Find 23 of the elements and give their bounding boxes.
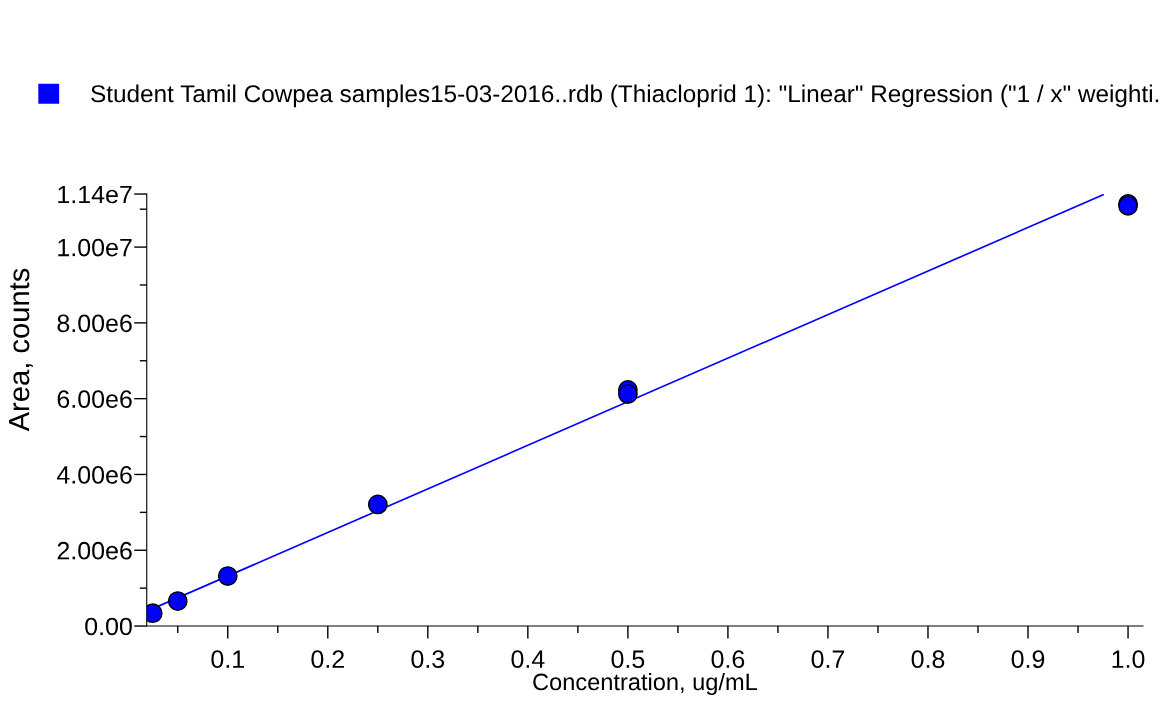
y-tick-label: 1.14e7 bbox=[58, 185, 132, 204]
x-tick-label: 0.5 bbox=[611, 650, 645, 669]
y-tick-label: 1.00e7 bbox=[58, 238, 132, 257]
point bbox=[167, 591, 188, 611]
x-tick-label: 0.3 bbox=[411, 650, 445, 669]
y-tick-label: 6.00e6 bbox=[57, 390, 132, 408]
x-tick-label: 0.9 bbox=[1011, 650, 1045, 669]
x-axis-title: Concentration, ug/mL bbox=[533, 672, 757, 695]
point bbox=[367, 494, 388, 515]
x-tick-label: 0.7 bbox=[811, 650, 845, 669]
x-tick-label: 0.8 bbox=[911, 650, 945, 669]
x-tick-label: 0.4 bbox=[511, 650, 545, 669]
x-tick-label: 1.0 bbox=[1112, 650, 1145, 669]
y-axis-title: Area, counts bbox=[9, 268, 33, 432]
y-tick-label: 8.00e6 bbox=[57, 314, 132, 333]
y-tick-label: 0.00 bbox=[85, 617, 132, 636]
y-tick-label: 2.00e6 bbox=[57, 541, 132, 560]
x-tick-label: 0.1 bbox=[211, 650, 244, 669]
point bbox=[217, 566, 238, 586]
x-tick-label: 0.6 bbox=[711, 650, 745, 669]
y-tick-label: 4.00e6 bbox=[56, 466, 132, 484]
legend-label: Student Tamil Cowpea samples15-03-2016..rdb (Thiacloprid 1): "Linear" Regression ("1 / x" weighti. bbox=[91, 84, 1159, 108]
x-tick-label: 0.2 bbox=[311, 650, 344, 669]
